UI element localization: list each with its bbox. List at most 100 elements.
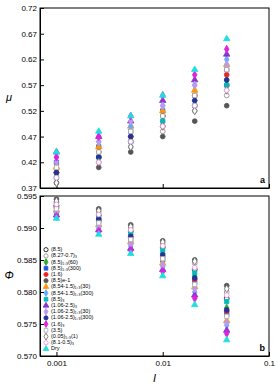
point xyxy=(224,319,229,327)
y-tick: 0.62 xyxy=(21,55,44,64)
legend-marker xyxy=(44,259,48,266)
legend-label: (3.5) xyxy=(51,327,62,333)
legend-label: (8.1-0.5)₃ xyxy=(51,339,74,345)
point xyxy=(160,102,165,110)
figure: 0.370.420.470.520.570.620.670.72μa0.0010… xyxy=(0,0,279,387)
y-tick-mark xyxy=(40,34,44,35)
y-tick-label: 0.585 xyxy=(17,256,38,265)
legend-marker xyxy=(44,272,48,276)
point xyxy=(161,257,165,261)
point xyxy=(192,98,197,103)
point xyxy=(54,202,58,206)
point xyxy=(96,231,102,237)
y-tick: 0.57 xyxy=(21,81,44,90)
point xyxy=(53,215,59,221)
point xyxy=(96,158,101,166)
point xyxy=(54,170,59,175)
legend-marker xyxy=(43,284,49,289)
point xyxy=(225,68,229,72)
point xyxy=(53,206,59,212)
point xyxy=(96,212,101,217)
x-tick xyxy=(163,184,164,188)
point xyxy=(128,250,134,256)
point xyxy=(192,81,197,89)
point xyxy=(225,68,229,72)
point xyxy=(97,150,101,154)
point xyxy=(54,176,58,180)
point xyxy=(54,213,59,221)
legend-label: (8.5)₁,₃(60) xyxy=(51,259,78,265)
legend-label: (1.6)₃ xyxy=(51,321,65,327)
point xyxy=(160,114,165,119)
x-axis-title: I xyxy=(153,372,156,384)
point xyxy=(54,202,59,207)
legend-label: (1.6) xyxy=(51,271,62,277)
y-tick-mark xyxy=(40,85,44,86)
legend-marker xyxy=(44,248,48,252)
point xyxy=(225,299,229,303)
legend-marker xyxy=(43,346,49,351)
point xyxy=(161,248,165,252)
point xyxy=(54,170,59,175)
y-tick-label: 0.57 xyxy=(21,81,37,90)
point xyxy=(96,160,101,165)
point xyxy=(128,134,133,139)
legend-marker xyxy=(44,321,48,328)
point xyxy=(223,35,229,41)
y-tick-label: 0.72 xyxy=(21,4,37,13)
point xyxy=(192,265,197,270)
panel-label: a xyxy=(260,175,266,185)
y-tick-mark xyxy=(40,59,44,60)
point xyxy=(128,139,133,144)
legend-label: (1.06-2.5)₁,₃(30) xyxy=(51,308,90,314)
point xyxy=(224,88,229,93)
legend-label: (0.05)₁,₃(1) xyxy=(51,333,78,339)
legend-marker xyxy=(44,341,48,345)
point xyxy=(160,102,165,110)
y-tick: 0.72 xyxy=(21,4,44,13)
point xyxy=(160,124,165,129)
y-axis: 0.370.420.470.520.570.620.670.72 xyxy=(21,4,44,193)
y-tick-mark xyxy=(40,324,44,325)
point xyxy=(193,282,197,286)
point xyxy=(193,93,197,97)
x-tick-label: 0.001 xyxy=(47,359,68,368)
y-tick-label: 0.52 xyxy=(21,107,37,116)
point xyxy=(96,160,101,165)
point xyxy=(191,66,197,72)
y-tick-label: 0.575 xyxy=(17,320,38,329)
point xyxy=(54,153,59,161)
legend-marker xyxy=(44,254,48,258)
point xyxy=(223,336,229,342)
y-tick-mark xyxy=(40,292,44,293)
y-tick-mark xyxy=(40,228,44,229)
point xyxy=(224,72,229,77)
legend-label: (8.54-1.5)₁,₃(300) xyxy=(51,290,93,296)
legend-marker xyxy=(44,316,48,320)
point xyxy=(191,301,197,307)
point xyxy=(192,103,197,108)
point xyxy=(192,103,197,108)
legend-marker xyxy=(44,266,48,270)
point xyxy=(160,272,166,278)
point xyxy=(161,114,165,118)
point xyxy=(128,134,133,139)
legend-label: (1.06-2.5)₁,₃(300) xyxy=(51,314,93,320)
point xyxy=(96,213,101,218)
point xyxy=(54,153,59,161)
point xyxy=(97,221,101,225)
panel: 0.370.420.470.520.570.620.670.72μa xyxy=(5,4,270,193)
legend-label: (8.27-0.7)₃ xyxy=(51,252,77,258)
legend-label: (1.06-2.5)₃ xyxy=(51,302,77,308)
plot-frame xyxy=(40,8,269,188)
legend-marker xyxy=(44,328,48,332)
x-tick-label: 0.01 xyxy=(155,359,171,368)
y-tick-label: 0.42 xyxy=(21,158,37,167)
point xyxy=(193,271,197,275)
point xyxy=(193,104,197,108)
y-tick-mark xyxy=(40,162,44,163)
point xyxy=(128,139,133,144)
x-tick-mark xyxy=(163,184,164,188)
point xyxy=(160,92,166,98)
legend-marker xyxy=(44,297,48,301)
